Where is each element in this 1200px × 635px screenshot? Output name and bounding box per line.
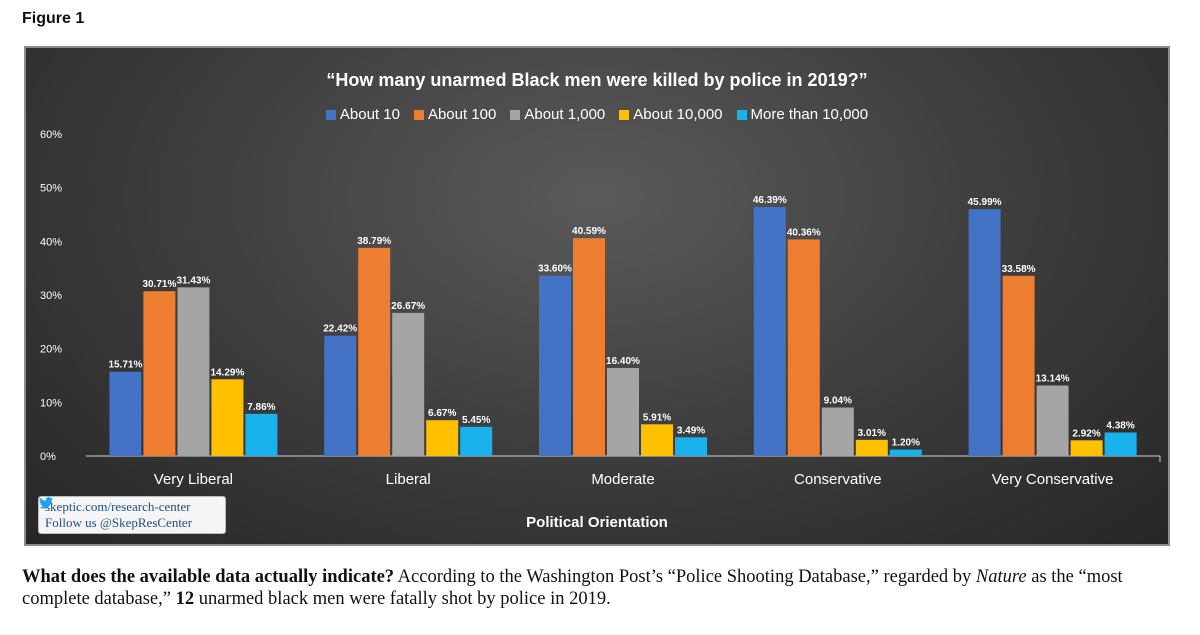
chart-title: “How many unarmed Black men were killed …: [326, 70, 868, 90]
data-label: 9.04%: [824, 395, 852, 406]
legend-swatch: [510, 109, 521, 120]
bar: [641, 424, 673, 456]
bar: [460, 426, 493, 456]
data-label: 7.86%: [247, 402, 275, 413]
x-category-label: Moderate: [591, 471, 654, 488]
data-label: 46.39%: [753, 195, 787, 206]
data-label: 22.42%: [323, 324, 357, 335]
chart-legend: About 10 About 100 About 1,000 About 10,000…: [26, 106, 1168, 123]
twitter-bird-icon: [39, 497, 53, 509]
y-tick-label: 30%: [40, 290, 62, 302]
legend-item: About 1,000: [510, 106, 605, 123]
bar: [855, 439, 888, 456]
bar: [392, 312, 425, 456]
bar: [109, 371, 142, 456]
x-category-label: Liberal: [386, 471, 431, 488]
data-label: 38.79%: [357, 236, 391, 247]
legend-swatch: [619, 109, 630, 120]
legend-item: About 10,000: [619, 106, 723, 123]
caption-text-3: unarmed black men were fatally shot by p…: [194, 589, 611, 609]
bar: [426, 420, 459, 456]
legend-label: About 10,000: [633, 106, 723, 123]
legend-swatch: [736, 109, 747, 120]
legend-label: About 1,000: [524, 106, 606, 123]
bar: [539, 275, 571, 456]
data-label: 33.58%: [1002, 264, 1036, 275]
caption: What does the available data actually in…: [22, 566, 1182, 610]
legend-swatch: [413, 109, 424, 120]
bar: [324, 335, 357, 456]
data-label: 4.38%: [1106, 420, 1134, 431]
data-label: 31.43%: [176, 275, 210, 286]
bar: [573, 238, 605, 456]
bar: [675, 437, 707, 456]
legend-item: About 100: [413, 106, 497, 123]
watermark-box[interactable]: skeptic.com/research-center Follow us @S…: [38, 496, 226, 534]
y-tick-label: 0%: [40, 451, 56, 463]
legend-label: More than 10,000: [750, 106, 869, 123]
data-label: 5.91%: [643, 412, 671, 423]
data-label: 13.14%: [1036, 373, 1070, 384]
data-label: 3.49%: [677, 425, 705, 436]
figure-label: Figure 1: [22, 10, 85, 27]
data-label: 2.92%: [1072, 428, 1100, 439]
bar: [753, 207, 786, 456]
y-tick-label: 10%: [40, 397, 62, 409]
x-axis-title: Political Orientation: [526, 514, 668, 531]
bar-chart: 0% 10% 20% 30% 40% 50% 60% 15.71% 30.71% 31.43% 14…: [40, 129, 1161, 488]
bar: [889, 449, 922, 456]
x-category-label: Very Conservative: [992, 471, 1114, 488]
watermark-follow-text[interactable]: Follow us @SkepResCenter: [45, 515, 193, 530]
y-tick-label: 50%: [40, 183, 62, 195]
caption-text-1: According to the Washington Post’s “Poli…: [394, 567, 976, 587]
bar: [787, 239, 820, 456]
legend-item: About 10: [325, 106, 400, 123]
data-label: 30.71%: [142, 279, 176, 290]
watermark-follow-line[interactable]: Follow us @SkepResCenter: [39, 497, 219, 531]
caption-italic: Nature: [975, 567, 1027, 587]
data-label: 14.29%: [210, 367, 244, 378]
bar: [1104, 432, 1137, 456]
bar: [607, 367, 639, 456]
data-label: 40.36%: [787, 227, 821, 238]
caption-text-2: as the “most complete database,”: [22, 567, 1123, 609]
data-label: 5.45%: [462, 415, 490, 426]
bar: [1002, 275, 1035, 456]
legend-label: About 100: [427, 106, 497, 123]
data-label: 15.71%: [108, 360, 142, 371]
data-label: 26.67%: [391, 301, 425, 312]
x-category-label: Conservative: [794, 471, 882, 488]
legend-item: More than 10,000: [736, 106, 869, 123]
bar: [821, 407, 854, 456]
watermark-url[interactable]: skeptic.com/research-center: [45, 499, 191, 514]
legend-swatch: [325, 109, 336, 120]
bar: [245, 413, 278, 456]
bar: [211, 379, 244, 456]
x-category-label: Very Liberal: [154, 471, 233, 488]
data-label: 16.40%: [606, 356, 640, 367]
data-label: 1.20%: [892, 438, 920, 449]
data-label: 45.99%: [968, 197, 1002, 208]
bar: [1070, 440, 1103, 456]
caption-number: 12: [175, 589, 195, 609]
y-tick-label: 20%: [40, 344, 62, 356]
data-label: 40.59%: [572, 226, 606, 237]
data-label: 3.01%: [858, 428, 886, 439]
bar: [143, 291, 176, 456]
chart-panel: 0% 10% 20% 30% 40% 50% 60% 15.71% 30.71% 31.43% 14…: [24, 46, 1170, 546]
bar: [358, 247, 391, 456]
y-tick-label: 60%: [40, 129, 62, 141]
bar: [177, 287, 210, 456]
legend-label: About 10: [339, 106, 400, 123]
bar: [968, 209, 1001, 456]
bar: [1036, 385, 1069, 456]
data-label: 6.67%: [428, 408, 456, 419]
y-tick-label: 40%: [40, 236, 62, 248]
data-label: 33.60%: [538, 264, 572, 275]
caption-lead: What does the available data actually in…: [22, 567, 395, 587]
